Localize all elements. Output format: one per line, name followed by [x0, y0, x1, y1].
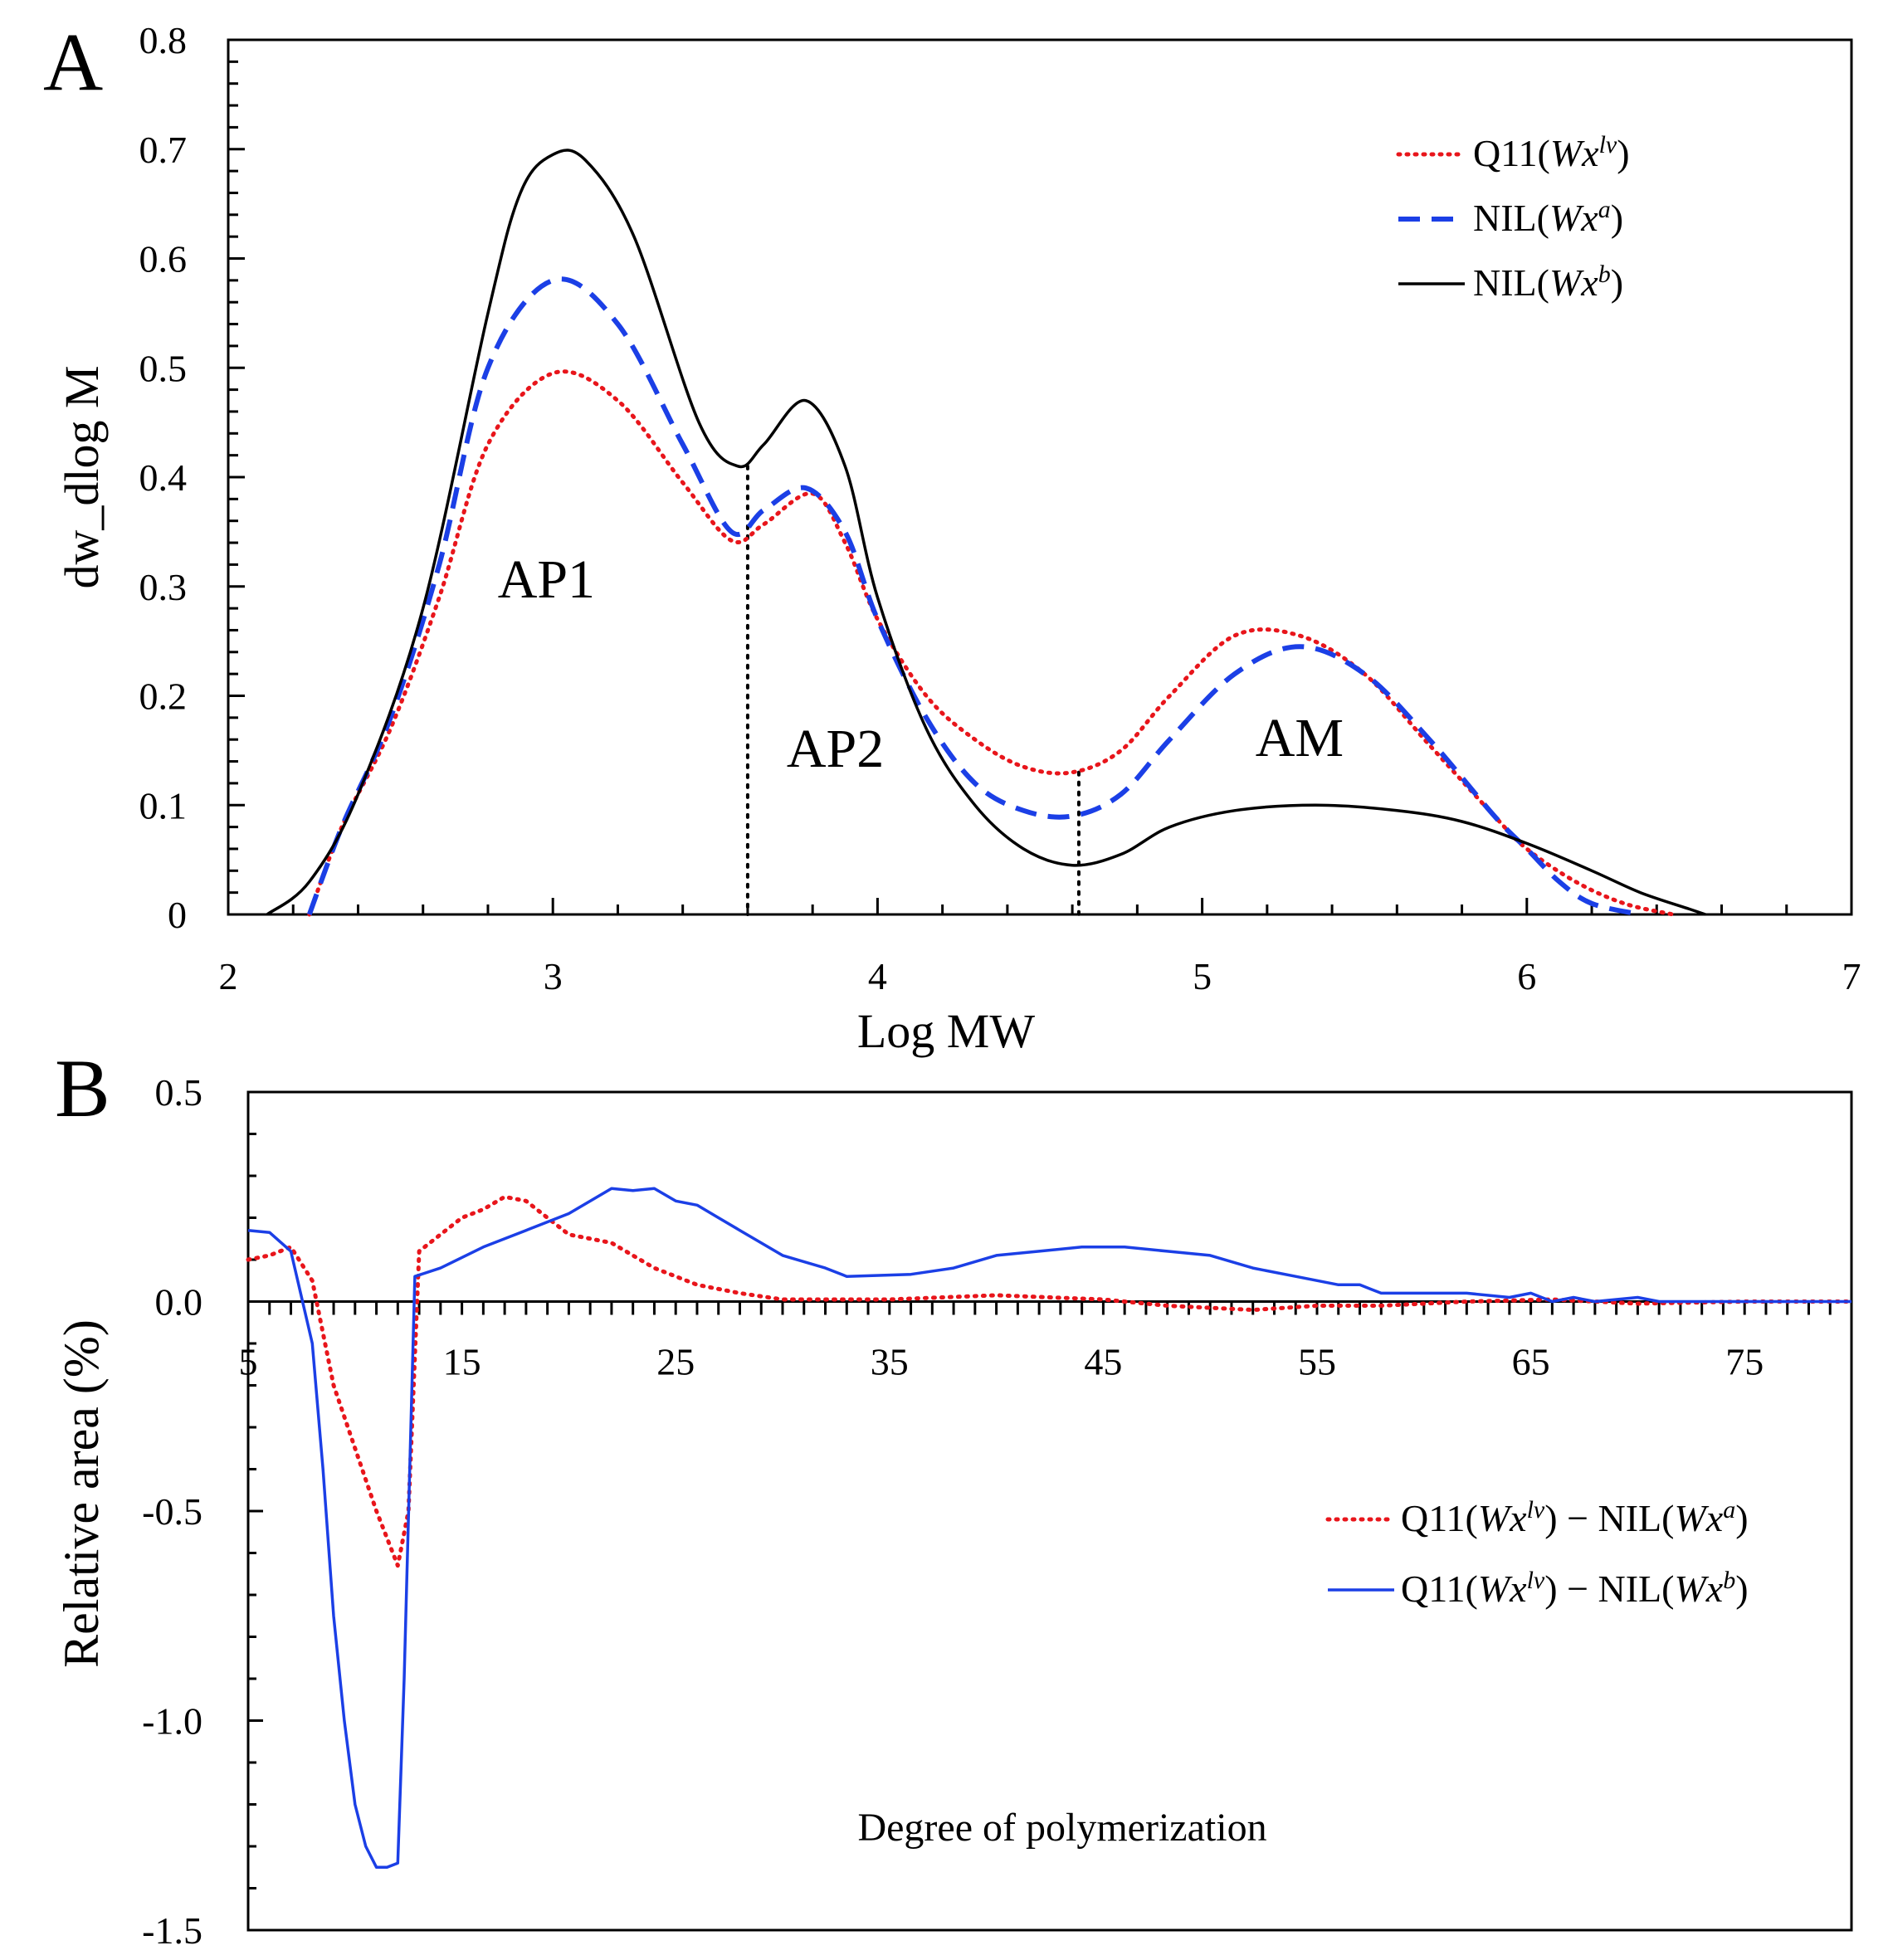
- legend-text-part: Wx: [1478, 1568, 1527, 1610]
- legend-text-part: lv: [1599, 131, 1617, 158]
- legend-text-part: NIL(: [1473, 261, 1549, 304]
- legend-text-part: Wx: [1674, 1497, 1723, 1539]
- legend-text-part: ): [1617, 132, 1629, 174]
- panel-b-legend: Q11(Wxlv) − NIL(Wxa)Q11(Wxlv) − NIL(Wxb): [1325, 1496, 1749, 1611]
- x-tick-label: 65: [1512, 1341, 1550, 1383]
- x-tick-label: 25: [656, 1341, 695, 1383]
- legend-text-part: a: [1723, 1496, 1735, 1524]
- legend-text-part: ): [1611, 197, 1623, 239]
- x-tick-label: 6: [1517, 955, 1536, 997]
- legend-text-part: ) − NIL(: [1544, 1497, 1674, 1539]
- panel-a-boundary-lines: [745, 464, 1081, 916]
- legend-label: NIL(Wxa): [1473, 196, 1623, 240]
- series-line: [247, 1187, 1851, 1870]
- legend-text-part: ): [1735, 1568, 1748, 1610]
- panel-a-series: [266, 149, 1706, 917]
- y-tick-label: 0.5: [139, 347, 188, 389]
- legend-text-part: Wx: [1478, 1497, 1527, 1539]
- panel-a-region-labels: AP1 AP2 AM: [498, 549, 1344, 779]
- panel-b-letter: B: [55, 1042, 110, 1134]
- legend-text-part: ): [1735, 1497, 1748, 1539]
- x-tick-label: 15: [443, 1341, 481, 1383]
- series-line: [266, 149, 1706, 916]
- y-tick-label: -1.5: [142, 1909, 202, 1952]
- x-tick-label: 5: [239, 1341, 258, 1383]
- legend-text-part: Q11(: [1401, 1497, 1478, 1539]
- x-tick-label: 45: [1084, 1341, 1122, 1383]
- legend-label: Q11(Wxlv) − NIL(Wxa): [1401, 1496, 1749, 1540]
- x-tick-label: 7: [1842, 955, 1861, 997]
- y-tick-label: 0.8: [139, 19, 188, 61]
- x-tick-label: 55: [1298, 1341, 1336, 1383]
- legend-text-part: b: [1598, 261, 1611, 288]
- x-tick-label: 3: [544, 955, 563, 997]
- y-tick-label: 0.7: [139, 129, 188, 171]
- series-line: [307, 369, 1676, 917]
- region-label: AM: [1256, 708, 1344, 768]
- panel-b-series: [246, 1187, 1854, 1870]
- y-tick-label: 0.2: [139, 675, 188, 718]
- region-label: AP2: [787, 719, 884, 779]
- legend-text-part: Wx: [1549, 261, 1598, 304]
- legend-text-part: ): [1611, 261, 1623, 304]
- legend-text-part: lv: [1527, 1567, 1545, 1594]
- x-tick-label: 4: [868, 955, 887, 997]
- panel-b-ticks: 5 15 25 35 45 55 65 75 0.5 0.0 -0.5 -1.0 -1.5: [142, 1071, 1853, 1952]
- series-line: [246, 1194, 1854, 1568]
- panel-a-y-axis-title: dw_dlog M: [55, 365, 109, 588]
- legend-text-part: Q11(: [1401, 1568, 1478, 1610]
- y-tick-label: 0.6: [139, 238, 188, 280]
- y-tick-label: 0.1: [139, 784, 188, 826]
- x-tick-label: 2: [219, 955, 238, 997]
- legend-label: Q11(Wxlv) − NIL(Wxb): [1401, 1567, 1749, 1611]
- y-tick-label: 0.0: [155, 1281, 203, 1324]
- x-tick-label: 75: [1725, 1341, 1764, 1383]
- y-tick-label: 0: [168, 894, 187, 936]
- panel-b: B 5 15 25 35 45 55 65 75 0.5 0.0 -0.5 -1.0 -1.5 Q11(…: [54, 1042, 1854, 1952]
- panel-a-legend: Q11(Wxlv)NIL(Wxa)NIL(Wxb): [1396, 131, 1630, 305]
- panel-a-plot-frame: [227, 38, 1853, 916]
- legend-text-part: a: [1598, 196, 1611, 223]
- y-tick-label: 0.5: [155, 1071, 203, 1114]
- y-tick-label: -0.5: [142, 1490, 202, 1533]
- x-tick-label: 5: [1193, 955, 1212, 997]
- region-label: AP1: [498, 549, 595, 610]
- legend-text-part: lv: [1527, 1496, 1545, 1524]
- legend-text-part: ) − NIL(: [1544, 1568, 1674, 1610]
- y-tick-label: 0.4: [139, 456, 188, 499]
- legend-text-part: Wx: [1550, 132, 1599, 174]
- panel-a: A 2 3 4 5 6 7 0 0.1 0.2 0.3 0.4 0.5 0.6 0.7 0.8 AP1 AP2…: [43, 16, 1861, 1058]
- y-tick-label: 0.3: [139, 566, 188, 608]
- y-tick-label: -1.0: [142, 1700, 202, 1743]
- legend-text-part: Wx: [1674, 1568, 1723, 1610]
- panel-a-ticks: 2 3 4 5 6 7 0 0.1 0.2 0.3 0.4 0.5 0.6 0.7 0.8: [139, 19, 1861, 997]
- panel-b-x-axis-title: Degree of polymerization: [857, 1806, 1266, 1850]
- x-tick-label: 35: [871, 1341, 909, 1383]
- legend-text-part: NIL(: [1473, 197, 1549, 239]
- panel-a-letter: A: [43, 16, 103, 108]
- legend-text-part: b: [1723, 1567, 1735, 1594]
- legend-text-part: Wx: [1549, 197, 1598, 239]
- panel-b-y-axis-title: Relative area (%): [54, 1319, 109, 1668]
- legend-label: Q11(Wxlv): [1473, 131, 1630, 175]
- legend-label: NIL(Wxb): [1473, 261, 1623, 305]
- legend-text-part: Q11(: [1473, 132, 1550, 174]
- series-line: [306, 276, 1642, 917]
- panel-a-x-axis-title: Log MW: [857, 1004, 1036, 1058]
